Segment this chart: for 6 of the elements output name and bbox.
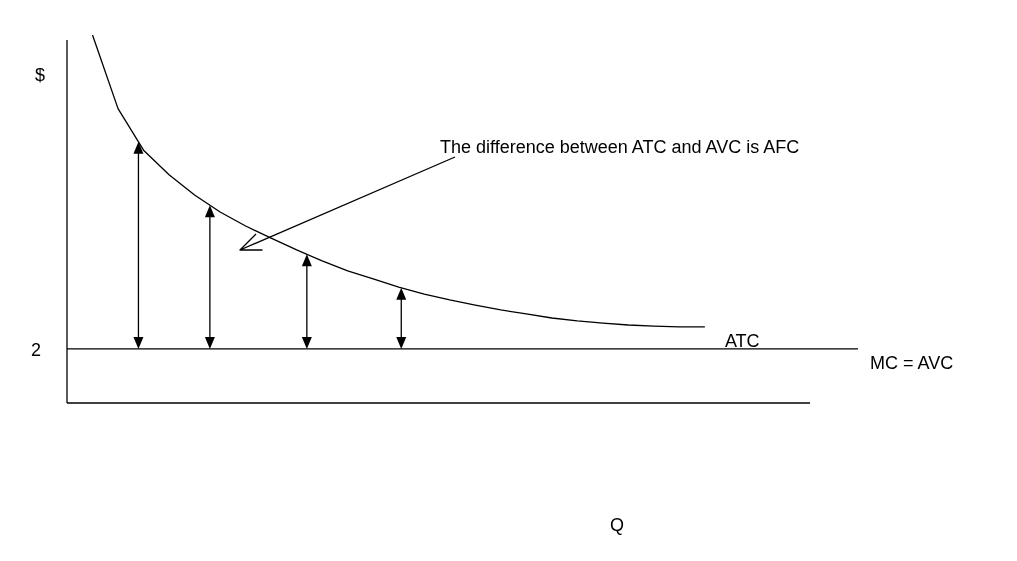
series-label: MC = AVC (870, 352, 954, 373)
text: Q (609, 515, 625, 535)
series-label: ATC (724, 330, 760, 351)
y-axis-title: $ (34, 65, 46, 85)
text: 2 (30, 339, 42, 360)
annotation: The difference between ATC and AVC is AFC (440, 137, 800, 157)
